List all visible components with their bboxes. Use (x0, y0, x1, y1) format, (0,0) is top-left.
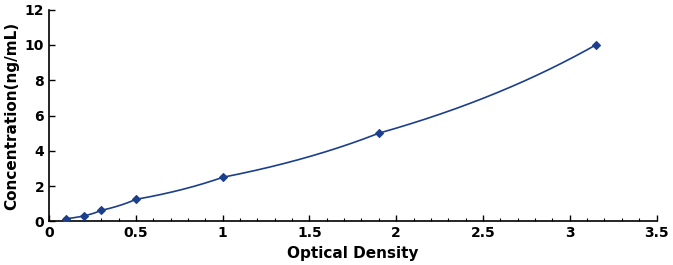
Y-axis label: Concentration(ng/mL): Concentration(ng/mL) (4, 21, 19, 210)
X-axis label: Optical Density: Optical Density (287, 246, 419, 261)
